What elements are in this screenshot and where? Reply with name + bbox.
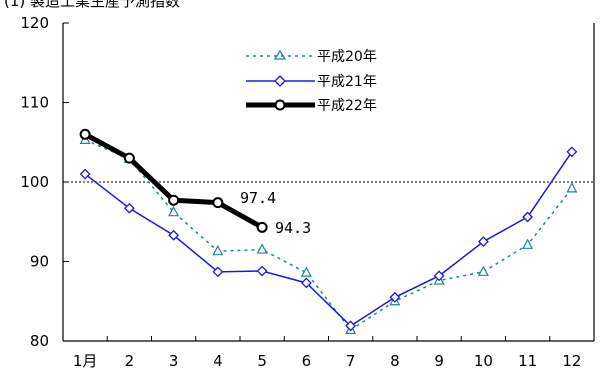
triangle-marker xyxy=(522,238,534,249)
x-tick-label: 5 xyxy=(257,352,267,370)
y-tick-label: 110 xyxy=(20,94,49,112)
triangle-marker xyxy=(300,266,312,277)
x-axis-ticks: 1月 2 3 4 5 6 7 8 9 10 11 12 xyxy=(62,336,595,370)
annotation-97-4: 97.4 xyxy=(240,189,276,207)
value-annotations: 97.4 94.3 xyxy=(240,189,311,237)
legend-circle-marker-icon xyxy=(274,99,286,111)
triangle-marker xyxy=(566,182,578,193)
circle-marker xyxy=(168,194,180,206)
diamond-marker xyxy=(79,168,91,180)
diamond-marker xyxy=(212,266,224,278)
legend-item-2008: 平成20年 xyxy=(246,49,377,65)
x-tick-label: 9 xyxy=(434,352,444,370)
triangle-marker xyxy=(256,243,268,254)
diamond-marker xyxy=(256,265,268,277)
diamond-marker xyxy=(123,202,135,214)
x-tick-label: 10 xyxy=(474,352,493,370)
x-tick-label: 4 xyxy=(213,352,223,370)
diamond-marker xyxy=(168,229,180,241)
series-line xyxy=(84,151,573,327)
x-tick-label: 3 xyxy=(169,352,179,370)
y-tick-label: 100 xyxy=(20,173,49,191)
x-tick-label: 1月 xyxy=(73,352,98,370)
y-axis-ticks: 80 90 100 110 120 xyxy=(20,14,69,350)
legend-label-2009: 平成21年 xyxy=(317,74,377,90)
circle-marker xyxy=(256,221,268,233)
series-1 xyxy=(79,146,578,332)
legend-label-2010: 平成22年 xyxy=(317,98,377,114)
diamond-marker xyxy=(389,291,401,303)
diamond-marker xyxy=(300,277,312,289)
annotation-94-3: 94.3 xyxy=(275,219,311,237)
x-tick-label: 6 xyxy=(302,352,312,370)
chart-title-cut: (1) 製造工業生産予測指数 xyxy=(4,0,180,10)
y-tick-label: 80 xyxy=(30,332,49,350)
legend-item-2009: 平成21年 xyxy=(246,74,377,90)
series-2 xyxy=(79,128,268,233)
series-line xyxy=(84,139,573,331)
triangle-marker xyxy=(168,205,180,217)
x-tick-label: 8 xyxy=(390,352,400,370)
legend-diamond-marker-icon xyxy=(274,75,286,87)
x-tick-label: 12 xyxy=(562,352,581,370)
circle-marker xyxy=(212,197,224,209)
series-layer xyxy=(79,128,578,334)
diamond-marker xyxy=(345,320,357,332)
legend-item-2010: 平成22年 xyxy=(246,98,377,114)
legend: 平成20年 平成21年 平成22年 xyxy=(246,49,377,114)
y-tick-label: 120 xyxy=(20,14,49,32)
y-tick-label: 90 xyxy=(30,253,49,271)
legend-triangle-marker-icon xyxy=(273,49,287,60)
diamond-marker xyxy=(522,211,534,223)
legend-label-2008: 平成20年 xyxy=(317,49,377,65)
triangle-marker xyxy=(212,244,224,256)
x-tick-label: 7 xyxy=(346,352,356,370)
circle-marker xyxy=(123,152,135,164)
diamond-marker xyxy=(477,236,489,248)
triangle-marker xyxy=(477,265,489,276)
x-tick-label: 2 xyxy=(125,352,135,370)
circle-marker xyxy=(79,128,91,140)
diamond-marker xyxy=(566,146,578,158)
diamond-marker xyxy=(433,270,445,282)
x-tick-label: 11 xyxy=(518,352,537,370)
